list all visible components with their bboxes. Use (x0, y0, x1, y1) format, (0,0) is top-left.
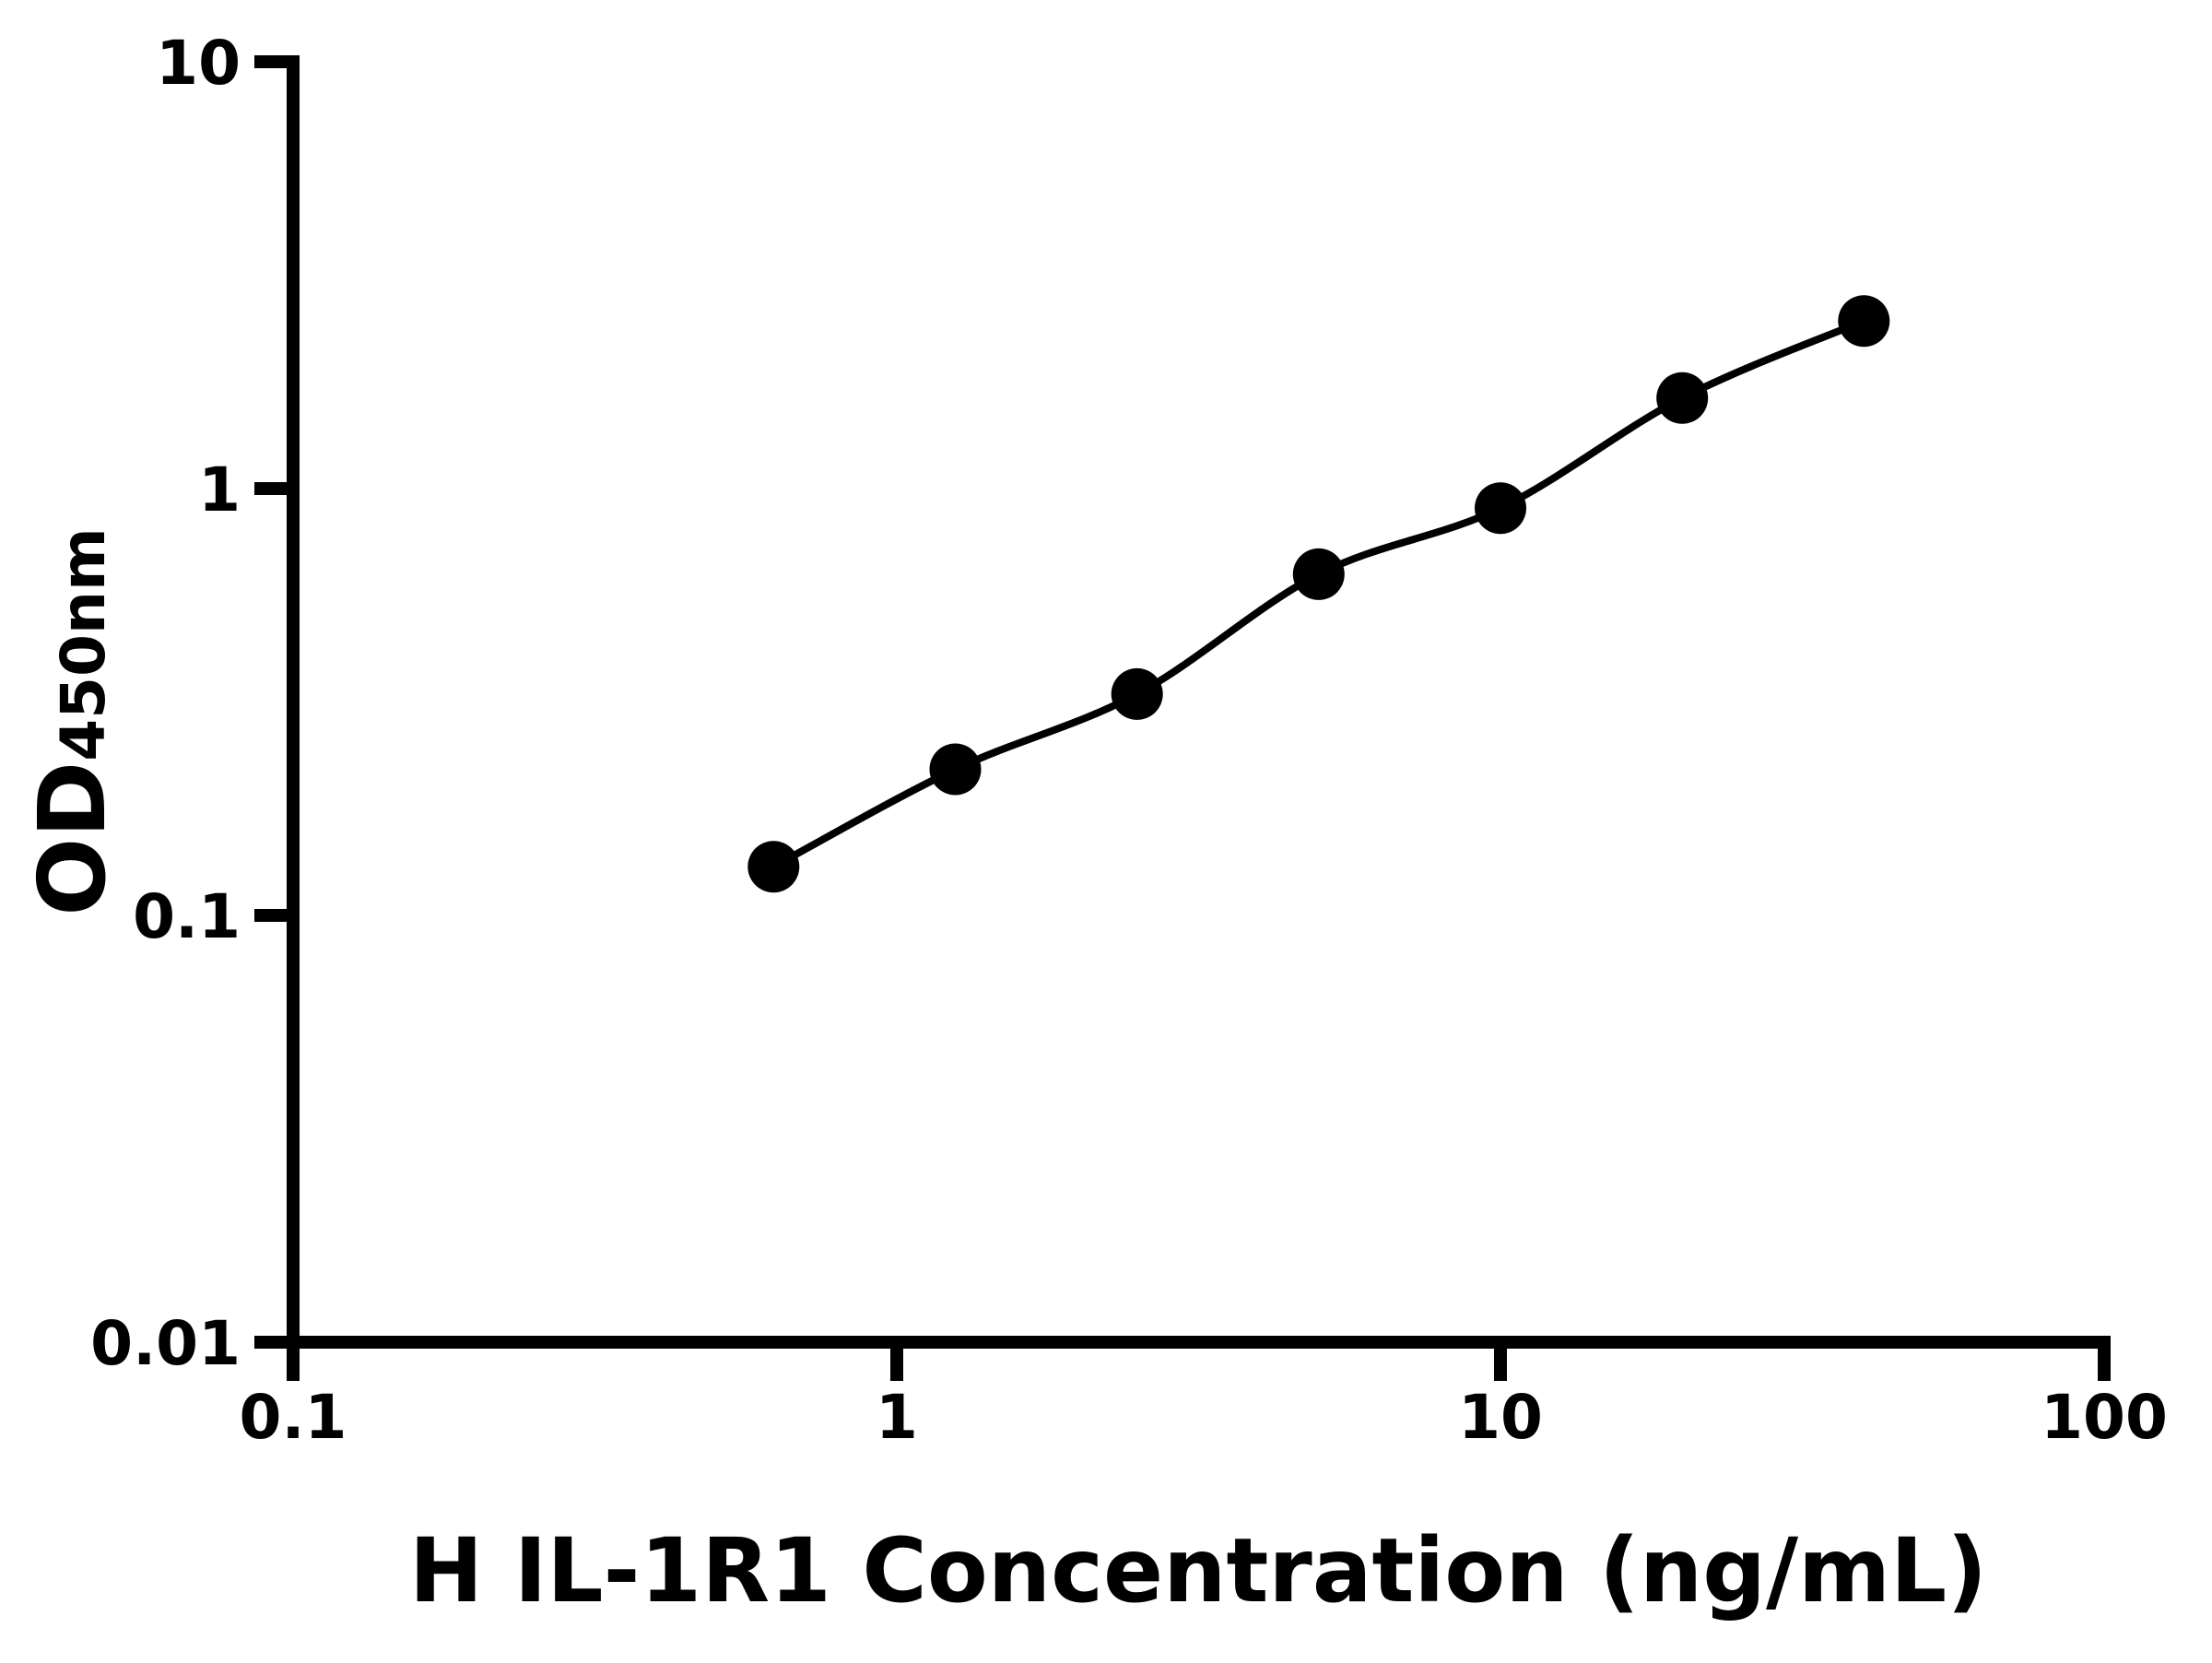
data-point (929, 743, 982, 796)
y-tick-label: 1 (198, 454, 241, 525)
axes (287, 55, 2111, 1381)
y-axis-title: OD450nm (18, 527, 126, 916)
x-tick-label: 100 (2041, 1382, 2168, 1453)
y-axis-title-subscript: 450nm (48, 527, 119, 761)
data-point (747, 841, 800, 893)
y-tick-label: 10 (156, 28, 241, 99)
y-axis-tick-labels: 10 1 0.1 0.01 (90, 28, 241, 1379)
data-point (1111, 667, 1163, 720)
y-tick-label: 0.01 (90, 1308, 241, 1379)
y-axis-title-main: OD (18, 761, 126, 916)
y-tick-label: 0.1 (133, 881, 241, 952)
data-point (1292, 548, 1345, 600)
x-tick-label: 0.1 (240, 1382, 347, 1453)
x-axis-ticks (287, 1342, 2111, 1381)
x-tick-label: 1 (876, 1382, 918, 1453)
data-points (747, 295, 1890, 893)
x-axis-title: H IL-1R1 Concentration (ng/mL) (409, 1519, 1987, 1622)
data-point (1838, 295, 1890, 348)
x-axis-tick-labels: 0.1 1 10 100 (240, 1382, 2168, 1453)
x-tick-label: 10 (1458, 1382, 1543, 1453)
data-point (1475, 482, 1526, 535)
data-point (1656, 372, 1709, 424)
